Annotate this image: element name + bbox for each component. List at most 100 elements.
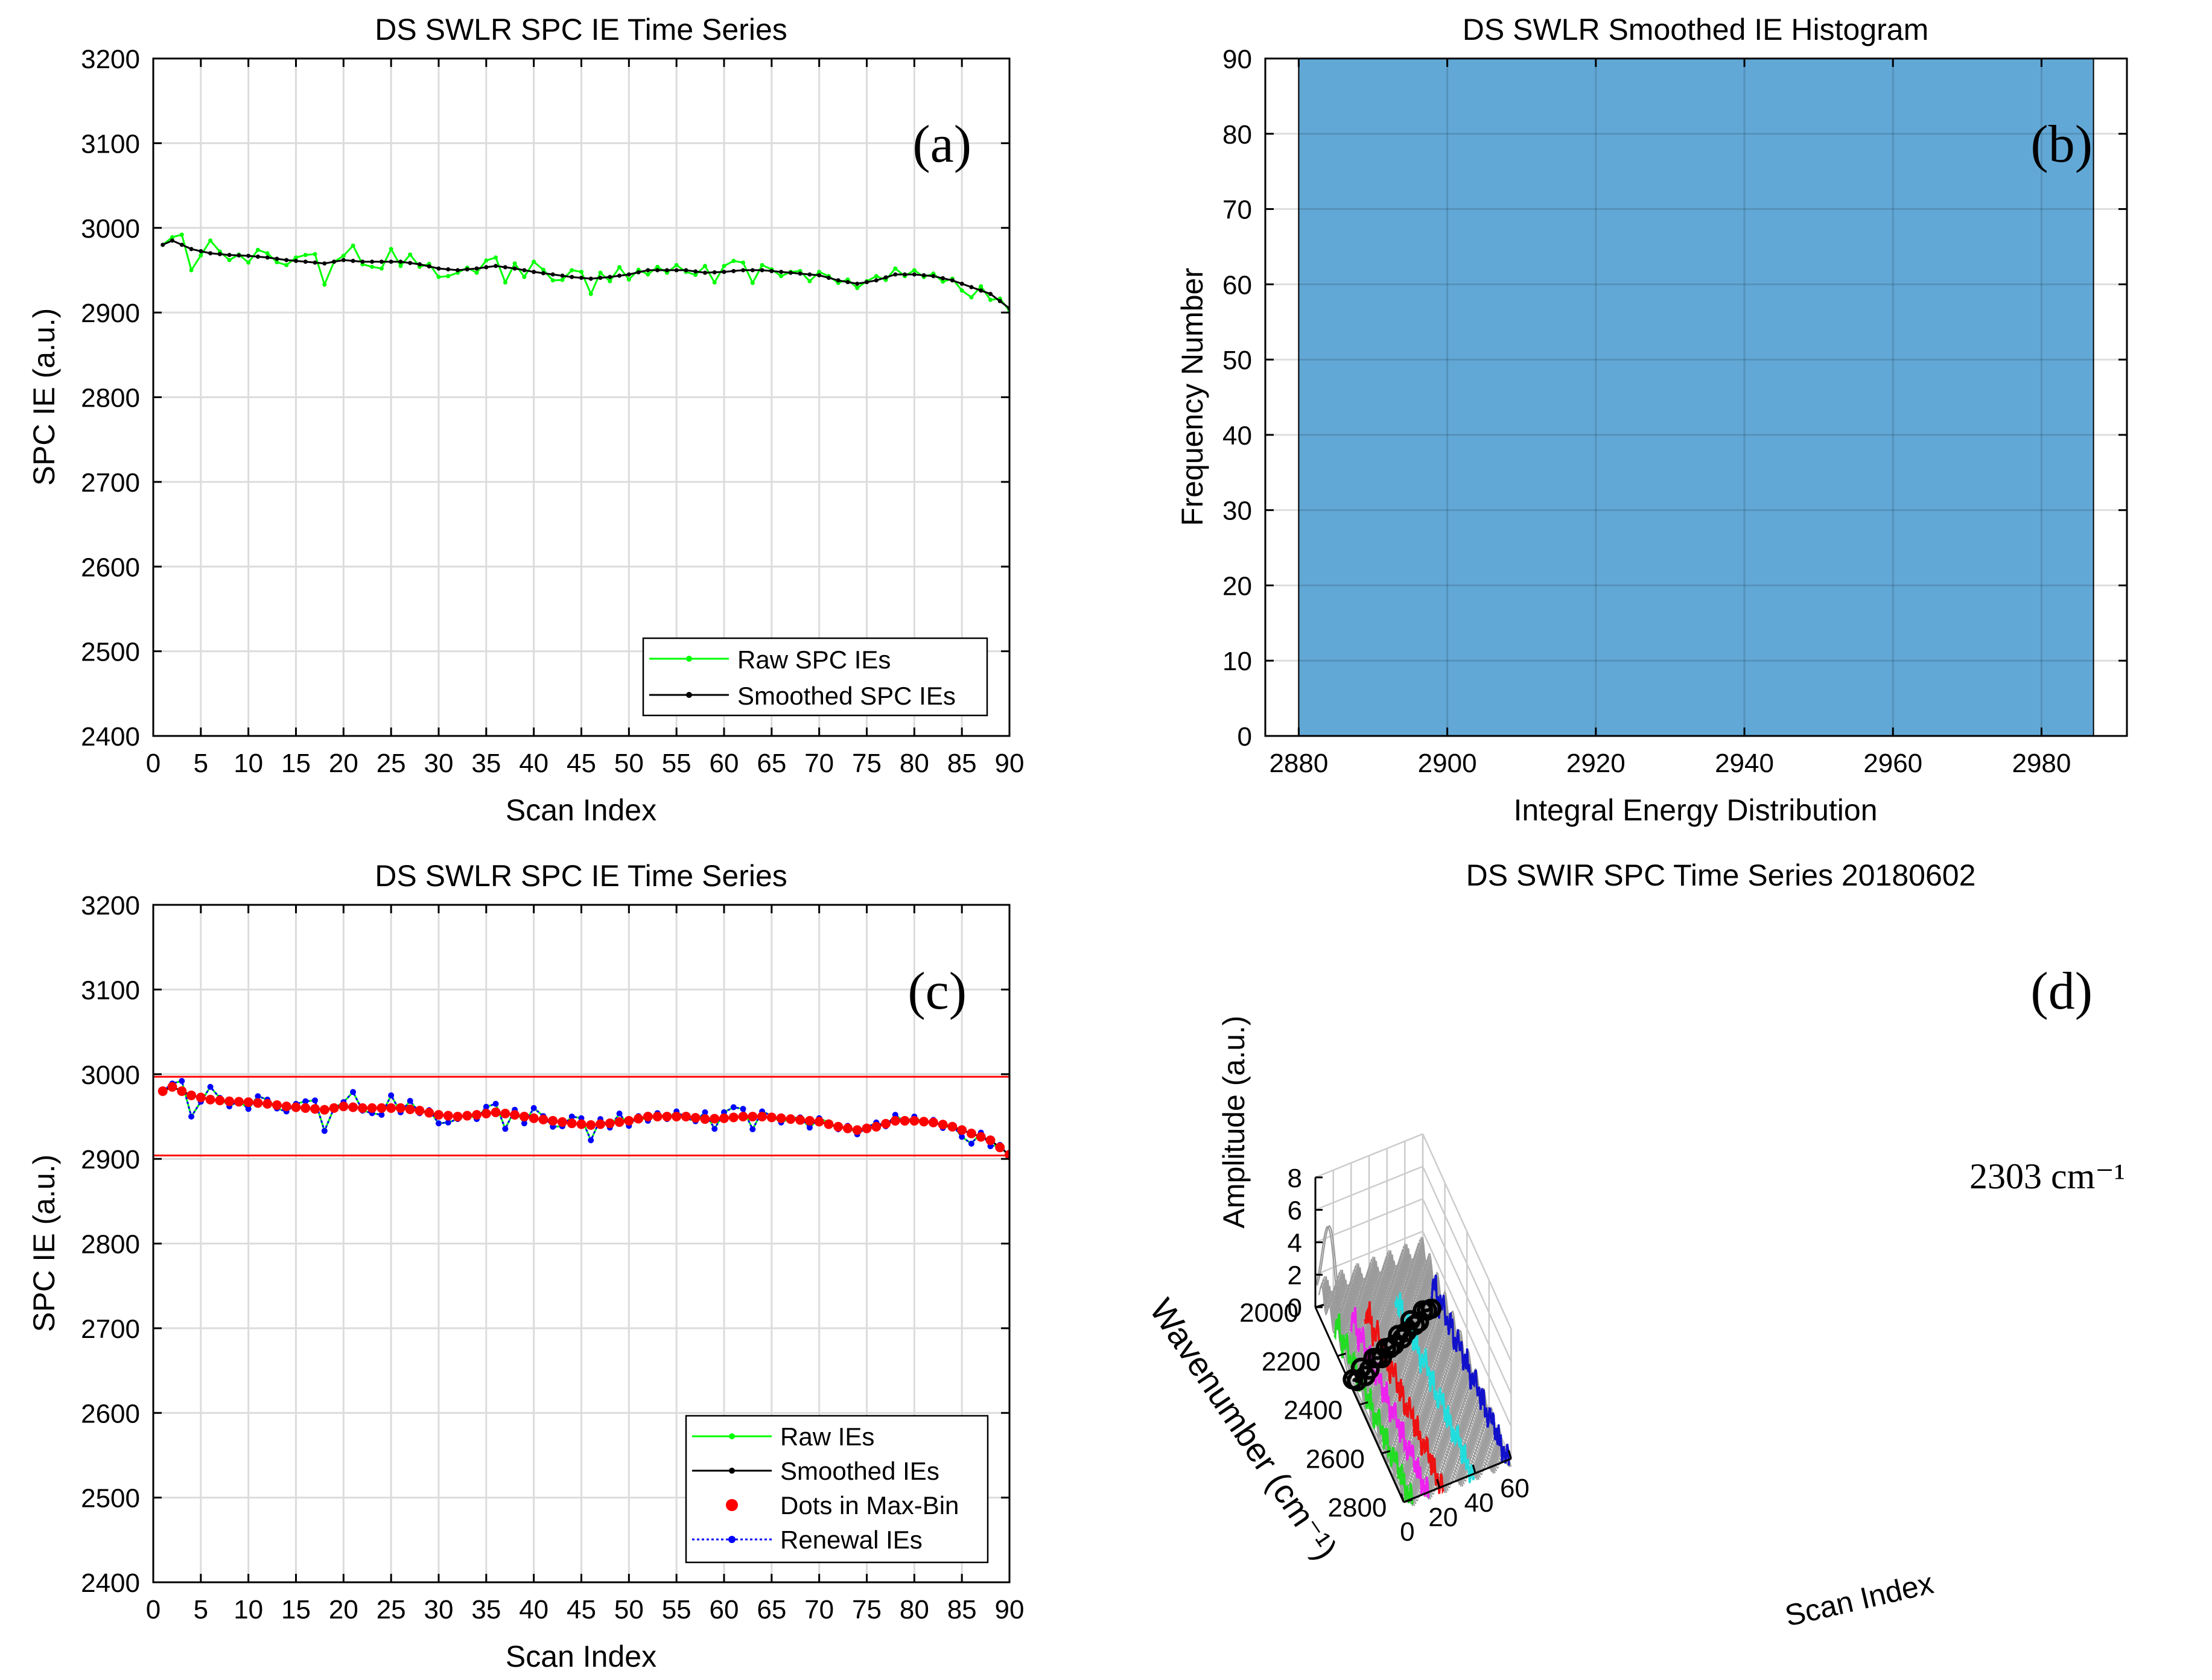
panel-a-smoothed-series [162,239,1009,309]
panel-a-xtick-label: 55 [662,749,691,778]
panel-c-xtick-label: 20 [329,1595,358,1625]
panel-c-maxbin-dot [738,1111,748,1121]
panel-c-maxbin-dot [842,1123,853,1133]
panel-c-maxbin-dot [215,1095,225,1106]
panel-a-xtick-label: 20 [329,749,358,778]
panel-a-smoothed-point [512,266,517,271]
panel-c: DS SWLR SPC IE Time Series 0 5 10 15 20 25 30 3… [27,859,1024,1673]
panel-c-maxbin-dot [776,1113,786,1123]
panel-a-smoothed-point [275,256,279,261]
panel-c-label: (c) [907,962,967,1021]
panel-a-xtick-label: 35 [471,749,501,778]
panel-a-smoothed-point [626,272,631,277]
panel-a-smoothed-point [903,272,907,277]
panel-d-mesh-line [1397,1254,1487,1470]
panel-c-renewal-point [521,1120,527,1127]
panel-d-side-grid [1422,1198,1512,1395]
panel-a-smoothed-point [608,274,612,279]
panel-a-raw-point [474,270,479,275]
panel-d-back-grid [1315,1165,1423,1211]
panel-a-raw-point [741,260,746,265]
panel-a-raw-point [179,232,184,237]
panel-a-raw-point [370,264,375,269]
panel-c-maxbin-dot [824,1119,834,1129]
panel-a-raw-point [436,274,441,279]
panel-c-maxbin-dot [234,1097,244,1107]
panel-a-legend: Raw SPC IEs Smoothed SPC IEs [642,637,988,717]
panel-a-smoothed-point [532,270,536,274]
panel-a-smoothed-point [560,273,565,278]
panel-c-renewal-point [502,1126,509,1132]
panel-a-smoothed-point [550,272,555,277]
panel-a-raw-point [588,291,593,296]
panel-a-smoothed-point [865,280,869,285]
panel-c-maxbin-dot [786,1114,796,1124]
panel-d-highlight-trace [1349,1307,1430,1498]
panel-b-ytick-label: 70 [1222,195,1252,225]
panel-a-smoothed-point [474,266,479,271]
panel-d-wtick-label: 2800 [1328,1493,1387,1523]
panel-c-maxbin-dot [519,1111,529,1121]
panel-a-smoothed-point [265,255,270,260]
panel-d-trace-marker [1404,1314,1425,1336]
panel-b-x-ticks: 2880 2900 2920 2940 2960 2980 [1269,59,2071,778]
panel-a-smoothed-point [588,276,593,281]
panel-a-xtick-label: 25 [377,749,406,778]
panel-a-raw-point [579,270,583,274]
panel-a-smoothed-point [189,247,194,252]
panel-a-raw-point [959,288,964,293]
panel-b-ytick-label: 40 [1222,421,1252,451]
panel-a-ytick-label: 3200 [81,45,140,74]
panel-a-smoothed-point [398,259,403,264]
panel-a-smoothed-markers [160,238,1009,311]
panel-d-annotation: 2303 cm⁻¹ [1969,1156,2125,1196]
panel-c-legend-renewal-marker [728,1536,736,1543]
panel-d-stick-mark [1472,1464,1476,1474]
panel-b-grid [1265,59,2127,736]
panel-c-renewal-point [445,1119,451,1126]
panel-d-highlight-trace [1430,1274,1510,1466]
panel-a-raw-point [760,263,764,268]
panel-a: DS SWLR SPC IE Time Series 0 5 10 15 20 25 30 3… [27,13,1024,827]
panel-c-maxbin-dots [157,1082,1009,1160]
panel-c-maxbin-dot [529,1113,539,1123]
panel-a-raw-point [807,279,812,284]
panel-a-raw-point [446,274,451,279]
panel-c-maxbin-dot [167,1082,177,1092]
panel-c-maxbin-dot [795,1115,806,1125]
panel-c-xtick-label: 90 [995,1595,1025,1625]
panel-a-smoothed-point [702,270,707,275]
panel-c-maxbin-dot [909,1115,920,1126]
panel-a-xtick-label: 65 [757,749,786,778]
panel-c-renewal-point [302,1098,309,1105]
panel-a-smoothed-point [779,270,784,274]
panel-c-xtick-label: 40 [519,1595,548,1625]
panel-c-renewal-point [483,1103,489,1110]
panel-d-zlabel: Amplitude (a.u.) [1217,1016,1251,1229]
panel-a-smoothed-point [436,266,441,271]
panel-c-maxbin-dot [928,1117,938,1127]
panel-a-raw-point [379,266,384,271]
panel-a-ylabel: SPC IE (a.u.) [27,308,61,486]
panel-d-side-grid [1422,1166,1512,1362]
panel-a-smoothed-point [722,270,726,274]
panel-d-mesh-line [1318,1283,1408,1500]
panel-a-smoothed-point [379,259,384,264]
panel-c-xtick-label: 30 [424,1595,454,1625]
panel-c-xtick-label: 80 [900,1595,929,1625]
panel-b-ytick-label: 60 [1222,270,1252,300]
panel-a-smoothed-point [170,238,175,243]
panel-c-renewal-point [312,1097,319,1104]
panel-a-raw-point [189,268,194,273]
panel-a-raw-point [674,263,679,268]
panel-b-ytick-label: 10 [1222,647,1252,676]
panel-d-mesh-line [1368,1261,1458,1483]
panel-d-scan-axis [1403,1457,1511,1503]
panel-a-raw-point [351,243,355,248]
panel-d-mesh-line [1395,1257,1485,1472]
panel-a-smoothed-point [322,261,327,266]
panel-a-smoothed-point [484,265,489,270]
panel-d-mesh-line [1415,1244,1505,1462]
panel-a-smoothed-point [494,264,498,268]
panel-a-smoothed-point [750,268,755,273]
